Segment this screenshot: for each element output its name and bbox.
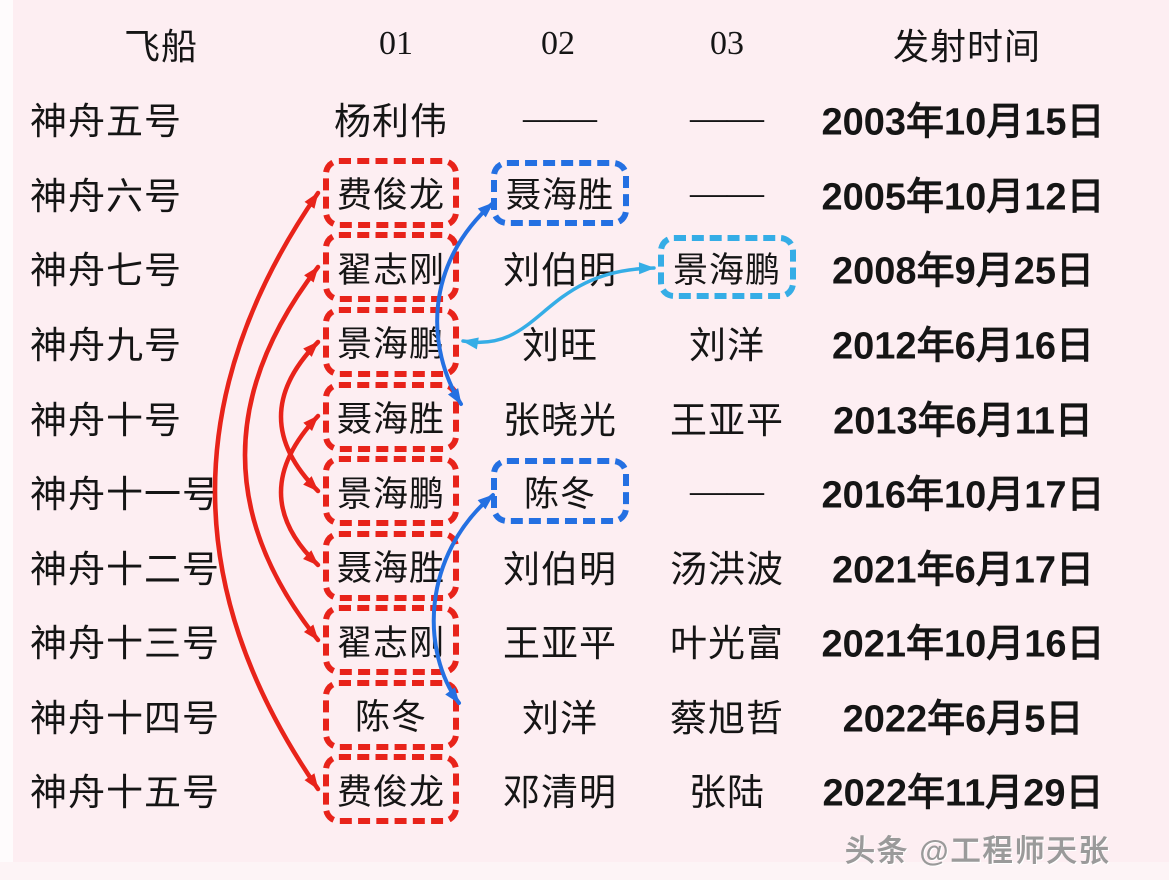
astronaut-name: 杨利伟 — [334, 102, 448, 144]
ship-name: 神舟十四号 — [30, 698, 220, 740]
empty-dash: —— — [690, 172, 764, 214]
ship-name: 神舟十五号 — [30, 773, 220, 815]
crew-box-red: 景海鹏 — [323, 306, 459, 377]
column-header-ship: 飞船 — [123, 27, 199, 67]
crew-box-red: 景海鹏 — [323, 456, 459, 527]
astronaut-name: 景海鹏 — [336, 474, 445, 514]
launch-date: 2021年6月17日 — [832, 549, 1094, 592]
launch-date: 2022年11月29日 — [822, 772, 1104, 815]
astronaut-name: 聂海胜 — [505, 176, 614, 216]
astronaut-name: 陈冬 — [354, 698, 427, 738]
launch-date: 2003年10月15日 — [821, 101, 1105, 144]
crew-box-red: 聂海胜 — [323, 381, 459, 452]
ship-name: 神舟六号 — [30, 176, 182, 218]
astronaut-name: 叶光富 — [670, 624, 784, 666]
astronaut-name: 刘伯明 — [503, 251, 617, 293]
astronaut-name: 景海鹏 — [336, 325, 445, 365]
launch-date: 2016年10月17日 — [821, 474, 1105, 517]
astronaut-name: 聂海胜 — [336, 400, 445, 439]
astronaut-name: 费俊龙 — [336, 772, 445, 812]
crew-box-red: 翟志刚 — [323, 605, 459, 676]
ship-name: 神舟七号 — [30, 251, 182, 293]
crew-box-red: 聂海胜 — [323, 530, 459, 601]
launch-date: 2005年10月12日 — [821, 176, 1105, 219]
link-3-red — [278, 413, 321, 568]
astronaut-name: 王亚平 — [670, 400, 784, 442]
astronaut-name: 刘旺 — [522, 325, 598, 367]
astronaut-name: 张晓光 — [503, 400, 617, 442]
watermark: 头条 @工程师天张 — [845, 835, 1111, 868]
launch-date: 2022年6月5日 — [842, 698, 1084, 741]
link-2-red — [278, 339, 321, 494]
astronaut-name: 刘洋 — [522, 698, 598, 740]
empty-dash: —— — [690, 470, 764, 512]
ship-name: 神舟九号 — [30, 325, 182, 367]
empty-dash: —— — [523, 97, 597, 139]
bottom-border-strip — [0, 862, 1169, 880]
astronaut-name: 邓清明 — [503, 773, 617, 815]
column-header-c1: 01 — [379, 25, 413, 62]
astronaut-name: 陈冬 — [523, 474, 596, 514]
astronaut-name: 翟志刚 — [336, 250, 445, 290]
launch-date: 2012年6月16日 — [832, 325, 1094, 368]
ship-name: 神舟十二号 — [30, 549, 220, 591]
column-header-date: 发射时间 — [892, 27, 1042, 67]
launch-date: 2021年10月16日 — [821, 623, 1105, 666]
launch-date: 2008年9月25日 — [832, 250, 1094, 293]
column-header-c2: 02 — [541, 25, 575, 62]
crew-box-red: 费俊龙 — [323, 754, 459, 825]
crew-box-red: 翟志刚 — [323, 232, 459, 303]
astronaut-name: 刘洋 — [689, 325, 765, 367]
crew-box-blue: 聂海胜 — [491, 159, 629, 226]
launch-date: 2013年6月11日 — [833, 400, 1093, 442]
crew-box-red: 费俊龙 — [323, 157, 459, 228]
crew-box-red: 陈冬 — [323, 679, 459, 750]
astronaut-name: 蔡旭哲 — [670, 698, 784, 740]
empty-dash: —— — [690, 97, 764, 139]
link-1-red — [242, 264, 321, 643]
crew-box-blue: 陈冬 — [491, 458, 629, 525]
link-0-red — [212, 190, 321, 792]
astronaut-name: 翟志刚 — [336, 623, 445, 663]
astronaut-name: 王亚平 — [503, 624, 617, 666]
ship-name: 神舟十一号 — [30, 475, 220, 517]
ship-name: 神舟十三号 — [30, 624, 220, 666]
astronaut-name: 费俊龙 — [336, 176, 445, 216]
ship-name: 神舟五号 — [30, 102, 182, 144]
astronaut-name: 景海鹏 — [672, 250, 781, 290]
astronaut-name: 汤洪波 — [670, 549, 784, 591]
astronaut-name: 刘伯明 — [503, 549, 617, 591]
crew-box-cyan: 景海鹏 — [658, 235, 796, 300]
astronaut-name: 聂海胜 — [336, 549, 445, 589]
column-header-c3: 03 — [710, 25, 744, 62]
left-border-strip — [0, 0, 13, 880]
astronaut-name: 张陆 — [689, 773, 765, 815]
ship-name: 神舟十号 — [30, 400, 182, 442]
